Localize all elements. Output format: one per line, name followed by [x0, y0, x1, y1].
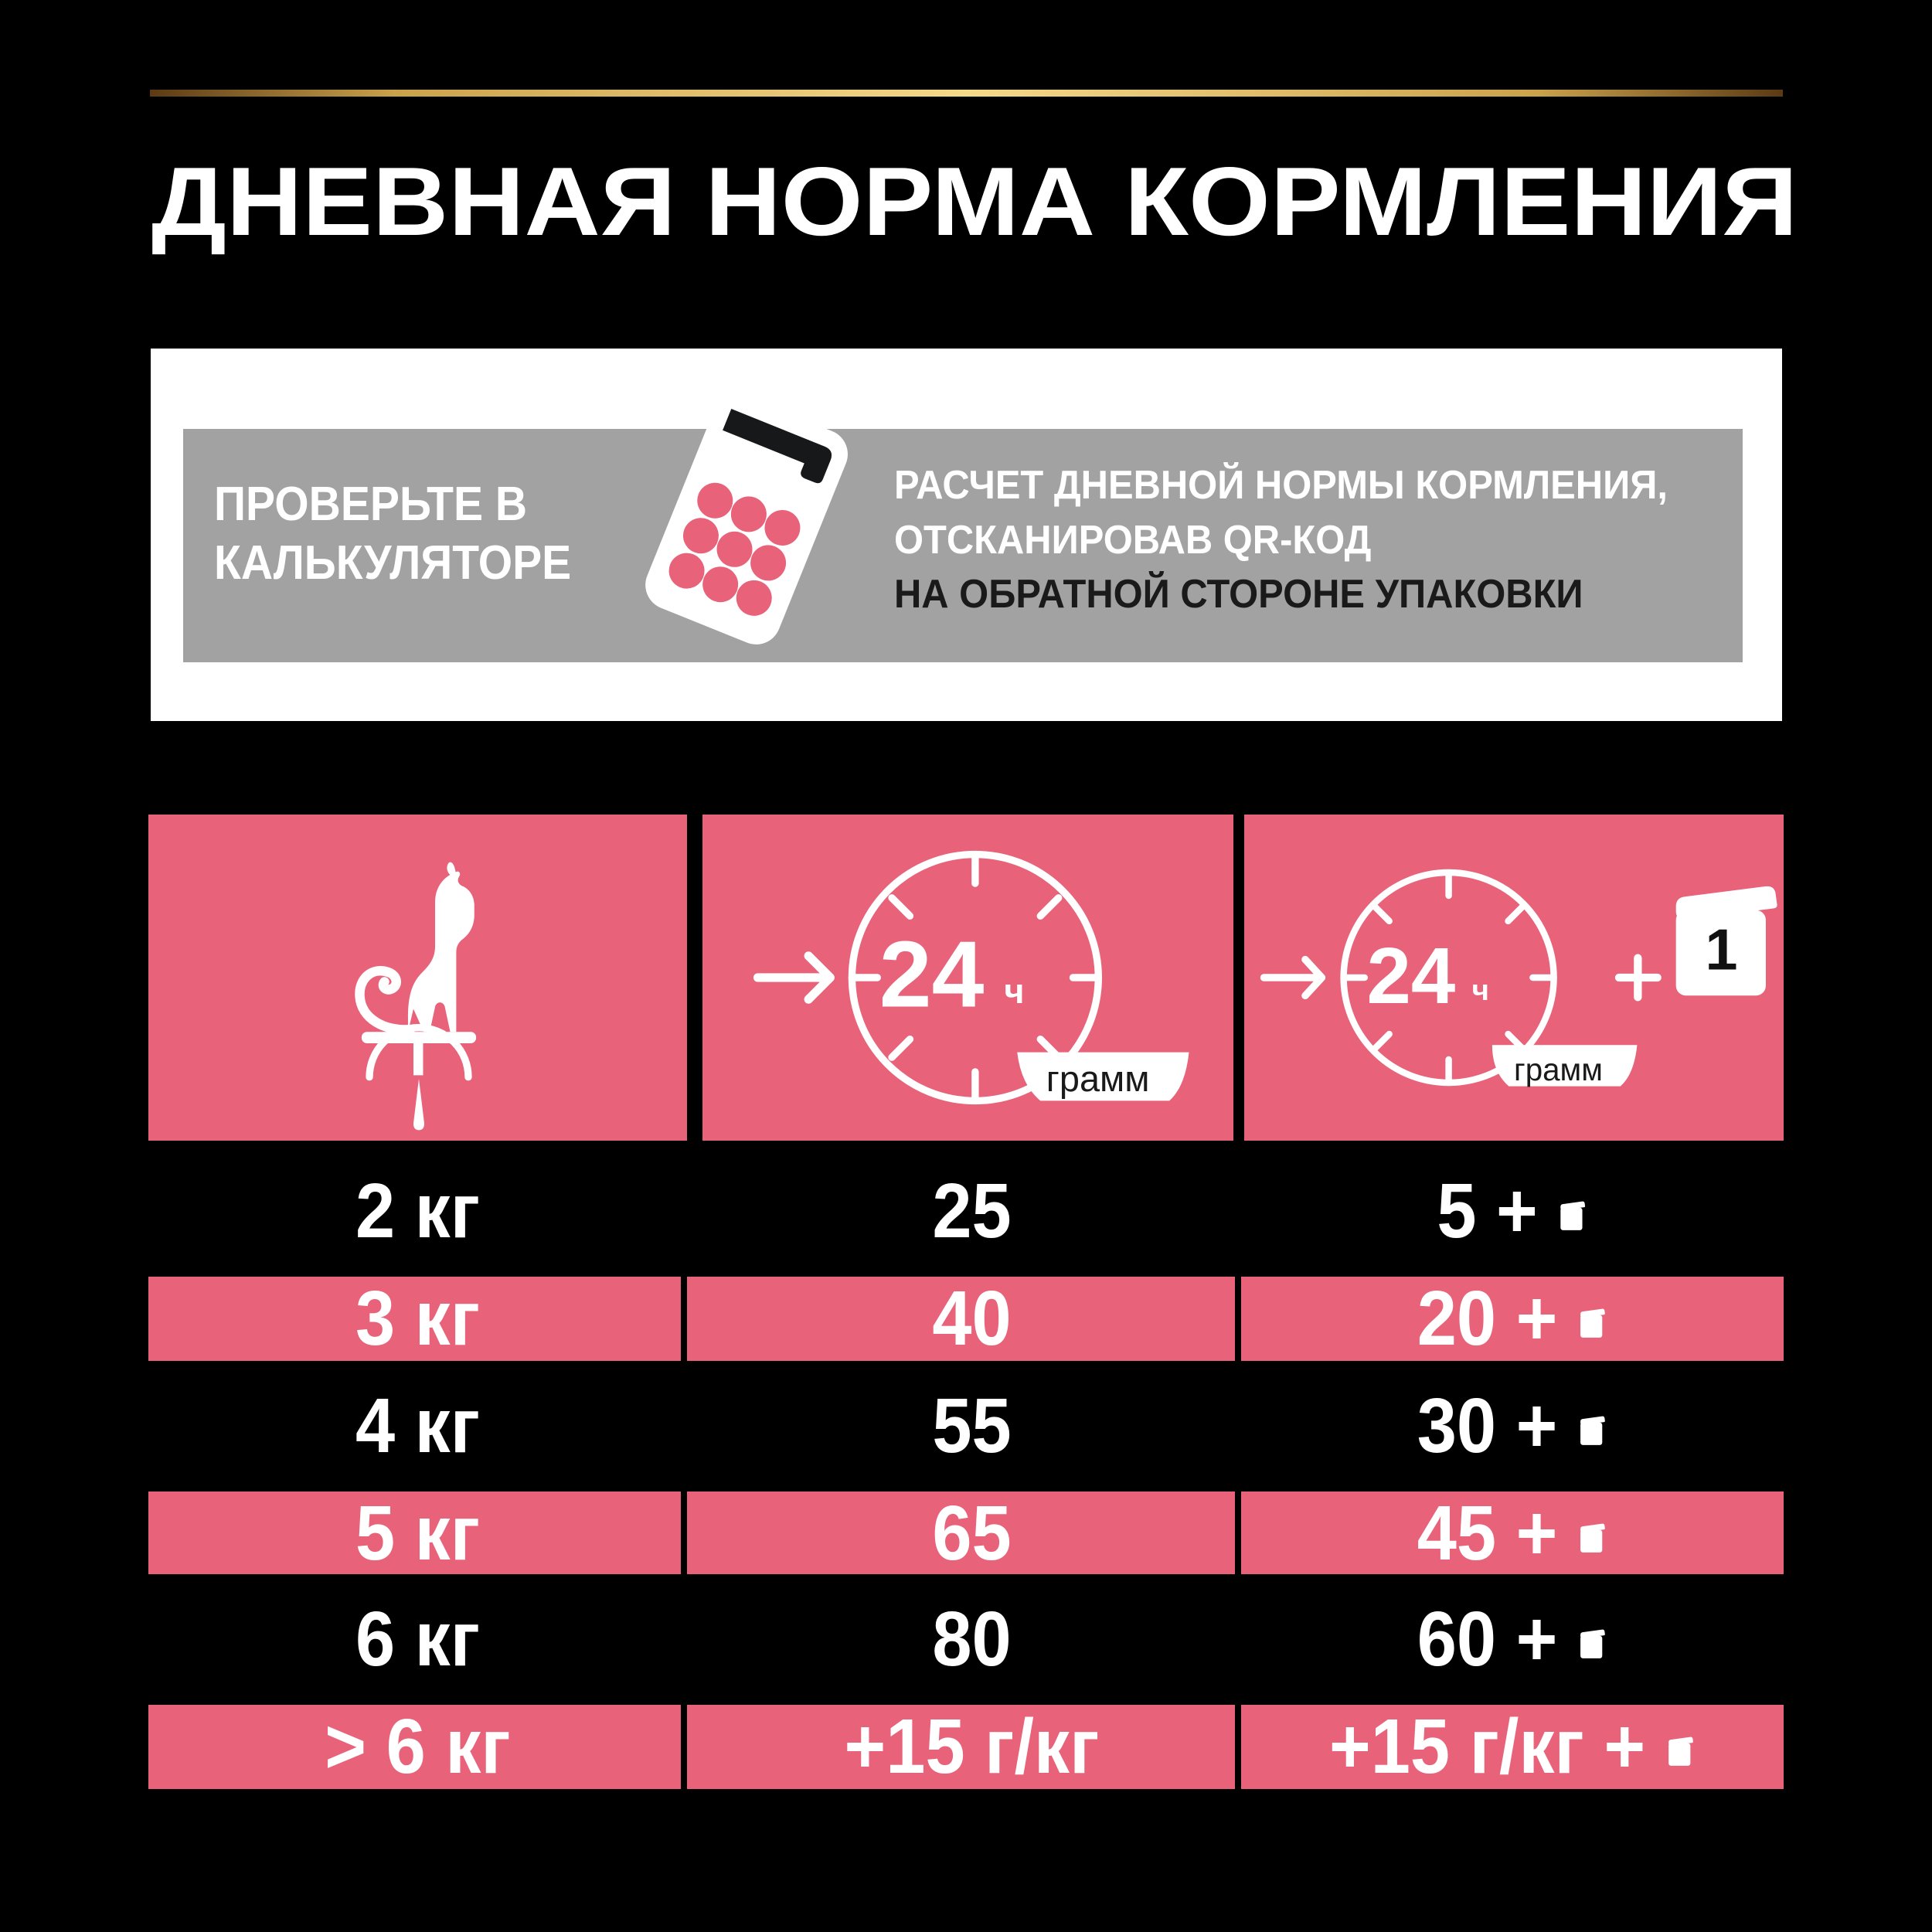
svg-text:ч: ч — [1472, 974, 1489, 1007]
svg-text:24: 24 — [879, 922, 985, 1027]
svg-text:24: 24 — [1366, 931, 1455, 1020]
svg-text:грамм: грамм — [1514, 1052, 1603, 1087]
svg-text:1: 1 — [1705, 917, 1737, 982]
svg-text:ч: ч — [1004, 971, 1024, 1011]
svg-text:грамм: грамм — [1046, 1059, 1150, 1099]
